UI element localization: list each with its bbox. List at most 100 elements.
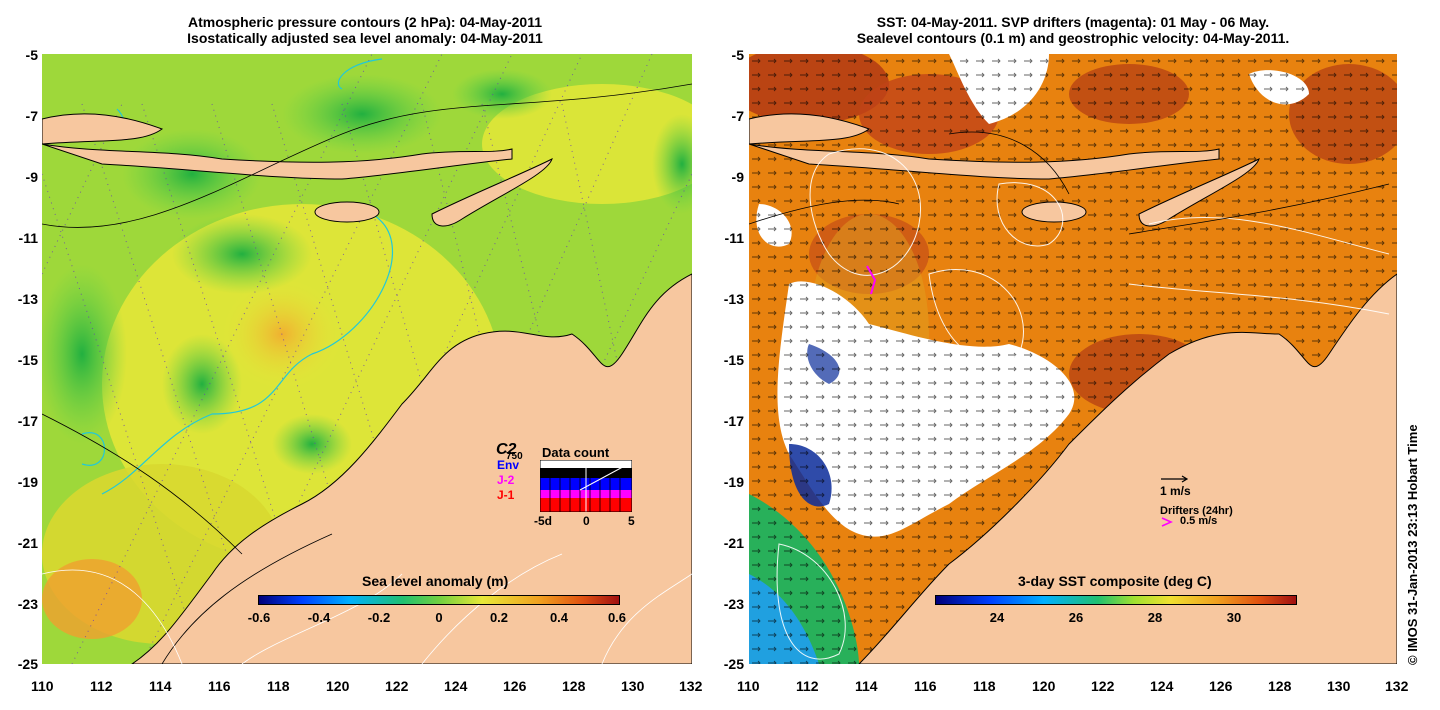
- right-map: [749, 54, 1397, 664]
- histogram-axis-max: 5: [628, 514, 635, 528]
- x-tick: 122: [1091, 678, 1115, 694]
- java-island: [749, 113, 871, 145]
- australia-coast: [131, 273, 692, 664]
- colorbar-tick: -0.4: [307, 610, 331, 625]
- y-tick: -23: [17, 596, 38, 612]
- x-tick: 112: [90, 678, 113, 694]
- left-title-line1: Atmospheric pressure contours (2 hPa): 0…: [187, 14, 542, 30]
- sla-low-anomaly: [42, 264, 127, 444]
- java-island: [42, 113, 164, 145]
- x-tick: 128: [1268, 678, 1292, 694]
- legend-j1: J-1: [497, 488, 515, 502]
- sla-colorbar: [258, 595, 620, 605]
- y-tick: -25: [723, 656, 744, 672]
- sst-colorbar: [935, 595, 1297, 605]
- x-tick: 126: [1209, 678, 1233, 694]
- pressure-contour-white: [42, 553, 692, 664]
- x-tick: 124: [1150, 678, 1174, 694]
- colorbar-tick: 28: [1147, 610, 1163, 625]
- sea-level-contours-black: [749, 131, 1390, 235]
- y-tick: -17: [723, 413, 744, 429]
- x-tick: 112: [796, 678, 819, 694]
- right-title-line2: Sealevel contours (0.1 m) and geostrophi…: [856, 30, 1290, 46]
- data-count-title: Data count: [542, 445, 610, 460]
- x-tick: 110: [737, 678, 760, 694]
- y-tick: -25: [17, 656, 38, 672]
- y-tick: -9: [25, 169, 38, 185]
- x-tick: 124: [444, 678, 468, 694]
- x-tick: 122: [385, 678, 409, 694]
- colorbar-tick: 26: [1068, 610, 1084, 625]
- y-tick: -5: [731, 47, 744, 63]
- y-tick: -19: [723, 474, 744, 490]
- left-title-line2: Isostatically adjusted sea level anomaly…: [187, 30, 543, 46]
- x-tick: 118: [267, 678, 290, 694]
- x-tick: 118: [973, 678, 996, 694]
- x-tick: 120: [326, 678, 350, 694]
- colorbar-tick: 0: [435, 610, 443, 625]
- y-tick: -7: [25, 108, 38, 124]
- sea-level-contours-white: [776, 148, 1390, 660]
- y-tick: -13: [17, 291, 38, 307]
- lesser-sunda-islands: [42, 143, 513, 180]
- colorbar-tick: 30: [1226, 610, 1242, 625]
- velocity-scale-label: 1 m/s: [1160, 484, 1191, 498]
- velocity-scale-arrow: [1161, 475, 1189, 483]
- y-tick: -21: [723, 535, 744, 551]
- right-title-line1: SST: 04-May-2011. SVP drifters (magenta)…: [876, 14, 1270, 30]
- y-tick: -11: [18, 230, 38, 246]
- x-tick: 114: [855, 678, 878, 694]
- y-tick: -21: [17, 535, 38, 551]
- x-tick: 130: [1327, 678, 1351, 694]
- y-tick: -5: [25, 47, 38, 63]
- histogram-axis-min: -5d: [534, 514, 552, 528]
- sla-low-anomaly: [172, 214, 312, 294]
- timor-island: [1138, 158, 1260, 227]
- x-tick: 120: [1032, 678, 1056, 694]
- legend-j2: J-2: [497, 473, 515, 487]
- x-tick: 132: [679, 678, 703, 694]
- drifter-scale-label: 0.5 m/s: [1180, 515, 1218, 527]
- colorbar-tick: 0.4: [549, 610, 569, 625]
- x-tick: 130: [621, 678, 645, 694]
- left-map: [42, 54, 692, 664]
- sla-orange-anomaly: [42, 559, 142, 639]
- y-tick: -15: [17, 352, 38, 368]
- y-tick: -19: [17, 474, 38, 490]
- drifter-scale-arrow: [1161, 517, 1173, 527]
- data-count-histogram: [540, 460, 632, 512]
- drifter-track: [866, 265, 877, 295]
- x-tick: 132: [1385, 678, 1409, 694]
- y-tick: -9: [731, 169, 744, 185]
- x-tick: 114: [149, 678, 172, 694]
- sla-low-anomaly: [122, 129, 262, 219]
- imos-credit: © IMOS 31-Jan-2013 23:13 Hobart Time: [1405, 424, 1420, 665]
- colorbar-tick: 0.2: [489, 610, 509, 625]
- histogram-trend: [579, 461, 632, 491]
- sla-low-anomaly: [282, 74, 442, 154]
- sla-colorbar-title: Sea level anomaly (m): [362, 573, 509, 589]
- y-tick: -15: [723, 352, 744, 368]
- x-tick: 128: [562, 678, 586, 694]
- x-tick: 110: [31, 678, 54, 694]
- sla-low-anomaly: [652, 114, 692, 214]
- legend-c2: C2: [496, 441, 517, 458]
- timor-island: [431, 158, 553, 227]
- lesser-sunda-islands: [749, 143, 1220, 180]
- sst-colorbar-title: 3-day SST composite (deg C): [1018, 573, 1212, 589]
- y-tick: -23: [723, 596, 744, 612]
- colorbar-tick: -0.6: [247, 610, 271, 625]
- x-tick: 116: [208, 678, 231, 694]
- colorbar-tick: 0.6: [607, 610, 627, 625]
- y-tick: -17: [17, 413, 38, 429]
- legend-c2-count: 750: [506, 451, 523, 462]
- y-tick: -11: [724, 230, 744, 246]
- y-tick: -13: [723, 291, 744, 307]
- colorbar-tick: -0.2: [367, 610, 391, 625]
- sla-low-anomaly: [452, 69, 552, 119]
- sumba-island: [314, 201, 380, 223]
- legend-env: Env: [497, 458, 520, 472]
- sumba-island: [1021, 201, 1087, 223]
- x-tick: 126: [503, 678, 527, 694]
- histogram-axis-mid: 0: [583, 514, 590, 528]
